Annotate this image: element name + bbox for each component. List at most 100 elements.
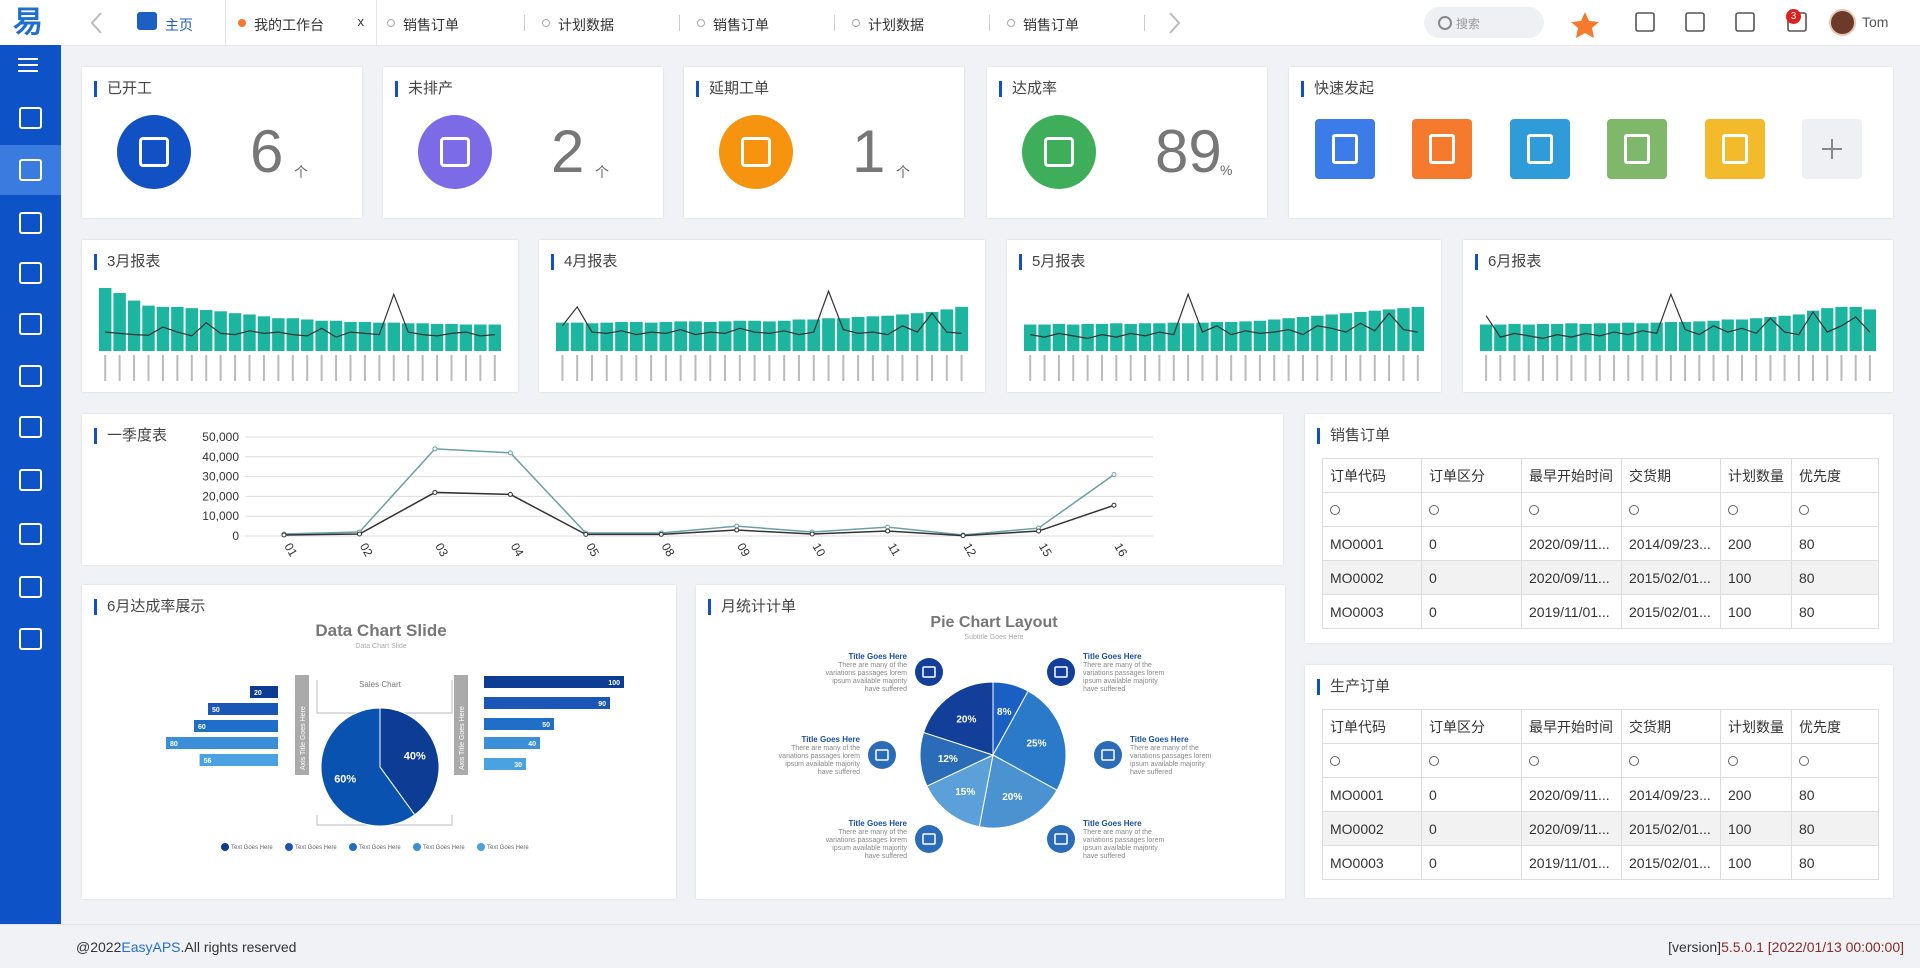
table-cell: 0 [1421, 811, 1522, 846]
sidebar-icon[interactable] [19, 576, 42, 598]
filter-cell[interactable] [1521, 743, 1622, 778]
filter-icon [1629, 755, 1639, 766]
table-cell: MO0003 [1322, 594, 1422, 629]
bar [142, 305, 155, 351]
x-label-placeholder [1755, 355, 1758, 381]
x-label-placeholder [590, 355, 593, 381]
sidebar-icon[interactable] [19, 416, 42, 438]
sidebar-icon[interactable] [19, 159, 42, 181]
notify-badge[interactable]: 3 [1786, 9, 1801, 24]
bar [718, 321, 732, 351]
table-cell: 2019/11/01... [1521, 594, 1622, 629]
table-row[interactable]: MO0001 0 2020/09/11... 2014/09/23... 200 80 [1322, 777, 1879, 812]
tab[interactable]: 计划数据 [530, 0, 680, 45]
filter-cell[interactable] [1322, 743, 1422, 778]
x-label-placeholder [650, 355, 653, 381]
tab[interactable]: 主页 [135, 0, 220, 45]
sidebar-icon[interactable] [19, 523, 42, 545]
slice-label: 60% [334, 773, 356, 785]
pie-slice [320, 707, 416, 827]
bar-label: 30 [514, 762, 522, 769]
sidebar-icon[interactable] [19, 262, 42, 284]
x-label-placeholder [768, 355, 771, 381]
sidebar-icon[interactable] [19, 212, 42, 234]
bar [1508, 323, 1521, 351]
callout-icon [915, 825, 943, 853]
table-row[interactable]: MO0002 0 2020/09/11... 2015/02/01... 100 80 [1322, 560, 1879, 595]
point [1111, 502, 1117, 508]
card-title: 延期工单 [696, 81, 769, 97]
tab[interactable]: 我的工作台 x [225, 0, 377, 45]
quick-button[interactable] [1704, 119, 1765, 179]
filter-row [1322, 492, 1879, 527]
tab[interactable]: 计划数据 [840, 0, 990, 45]
x-label-placeholder [205, 355, 208, 381]
copyright: @2022EasyAPS.All rights reserved [76, 939, 296, 955]
callout-text: There are many of the variations passage… [825, 829, 907, 860]
brand[interactable]: EasyAPS [121, 939, 181, 955]
bar [629, 322, 643, 351]
tab[interactable]: 销售订单 [995, 0, 1145, 45]
sidebar-icon[interactable] [19, 628, 42, 650]
quick-button[interactable] [1802, 119, 1862, 179]
axis-bar [454, 675, 468, 775]
slice-label: 8% [997, 707, 1012, 718]
column-header: 订单代码 [1322, 458, 1422, 493]
tab[interactable]: 销售订单 [375, 0, 525, 45]
bar-label: 60 [198, 724, 206, 731]
filter-cell[interactable] [1720, 743, 1792, 778]
bar [1382, 309, 1396, 351]
tab[interactable]: 销售订单 [685, 0, 835, 45]
avatar[interactable] [1829, 9, 1856, 36]
x-label-placeholder [1556, 355, 1559, 381]
filter-cell[interactable] [1421, 743, 1522, 778]
filter-cell[interactable] [1720, 492, 1792, 527]
bar [1494, 324, 1507, 351]
x-label-placeholder [1201, 355, 1204, 381]
sidebar-icon[interactable] [19, 107, 42, 129]
version-label: [version] [1668, 939, 1722, 955]
table-row[interactable]: MO0002 0 2020/09/11... 2015/02/01... 100 80 [1322, 811, 1879, 846]
quick-button[interactable] [1607, 119, 1668, 179]
table-cell: MO0002 [1322, 811, 1422, 846]
quick-button[interactable] [1509, 119, 1570, 179]
filter-cell[interactable] [1621, 743, 1721, 778]
x-label-placeholder [1287, 355, 1290, 381]
x-label-placeholder [1641, 355, 1644, 381]
legend-marker [221, 843, 229, 851]
bar [748, 320, 761, 351]
table-cell: 2014/09/23... [1621, 777, 1721, 812]
slice-label: 40% [404, 751, 426, 763]
callout-title: Title Goes Here [801, 735, 860, 744]
x-tick-label: 04 [508, 541, 527, 560]
user-name[interactable]: Tom [1862, 14, 1889, 30]
y-tick-label: 20,000 [202, 489, 239, 503]
bar [484, 676, 624, 688]
filter-cell[interactable] [1322, 492, 1422, 527]
card-title: 快速发起 [1301, 81, 1374, 97]
filter-cell[interactable] [1521, 492, 1622, 527]
filter-cell[interactable] [1421, 492, 1522, 527]
callout-glyph [922, 666, 936, 678]
table-cell: MO0001 [1322, 777, 1422, 812]
sidebar-icon[interactable] [19, 365, 42, 387]
legend-label: Text Goes Here [295, 845, 337, 851]
quick-button[interactable] [1412, 119, 1473, 179]
filter-cell[interactable] [1791, 492, 1879, 527]
quick-button[interactable] [1315, 119, 1375, 179]
point [960, 533, 966, 539]
x-label-placeholder [1057, 355, 1060, 381]
filter-cell[interactable] [1791, 743, 1879, 778]
search-box[interactable]: 搜索 [1424, 7, 1544, 38]
filter-cell[interactable] [1621, 492, 1721, 527]
bar [358, 322, 372, 351]
sidebar-icon[interactable] [19, 313, 42, 335]
bar [881, 315, 895, 351]
quick-glyph [1526, 134, 1553, 164]
x-label-placeholder [1613, 355, 1616, 381]
table-row[interactable]: MO0003 0 2019/11/01... 2015/02/01... 100 80 [1322, 594, 1879, 629]
sidebar-icon[interactable] [19, 469, 42, 491]
logo[interactable]: 易 [0, 0, 61, 45]
table-row[interactable]: MO0003 0 2019/11/01... 2015/02/01... 100 80 [1322, 845, 1879, 880]
table-row[interactable]: MO0001 0 2020/09/11... 2014/09/23... 200 80 [1322, 526, 1879, 561]
